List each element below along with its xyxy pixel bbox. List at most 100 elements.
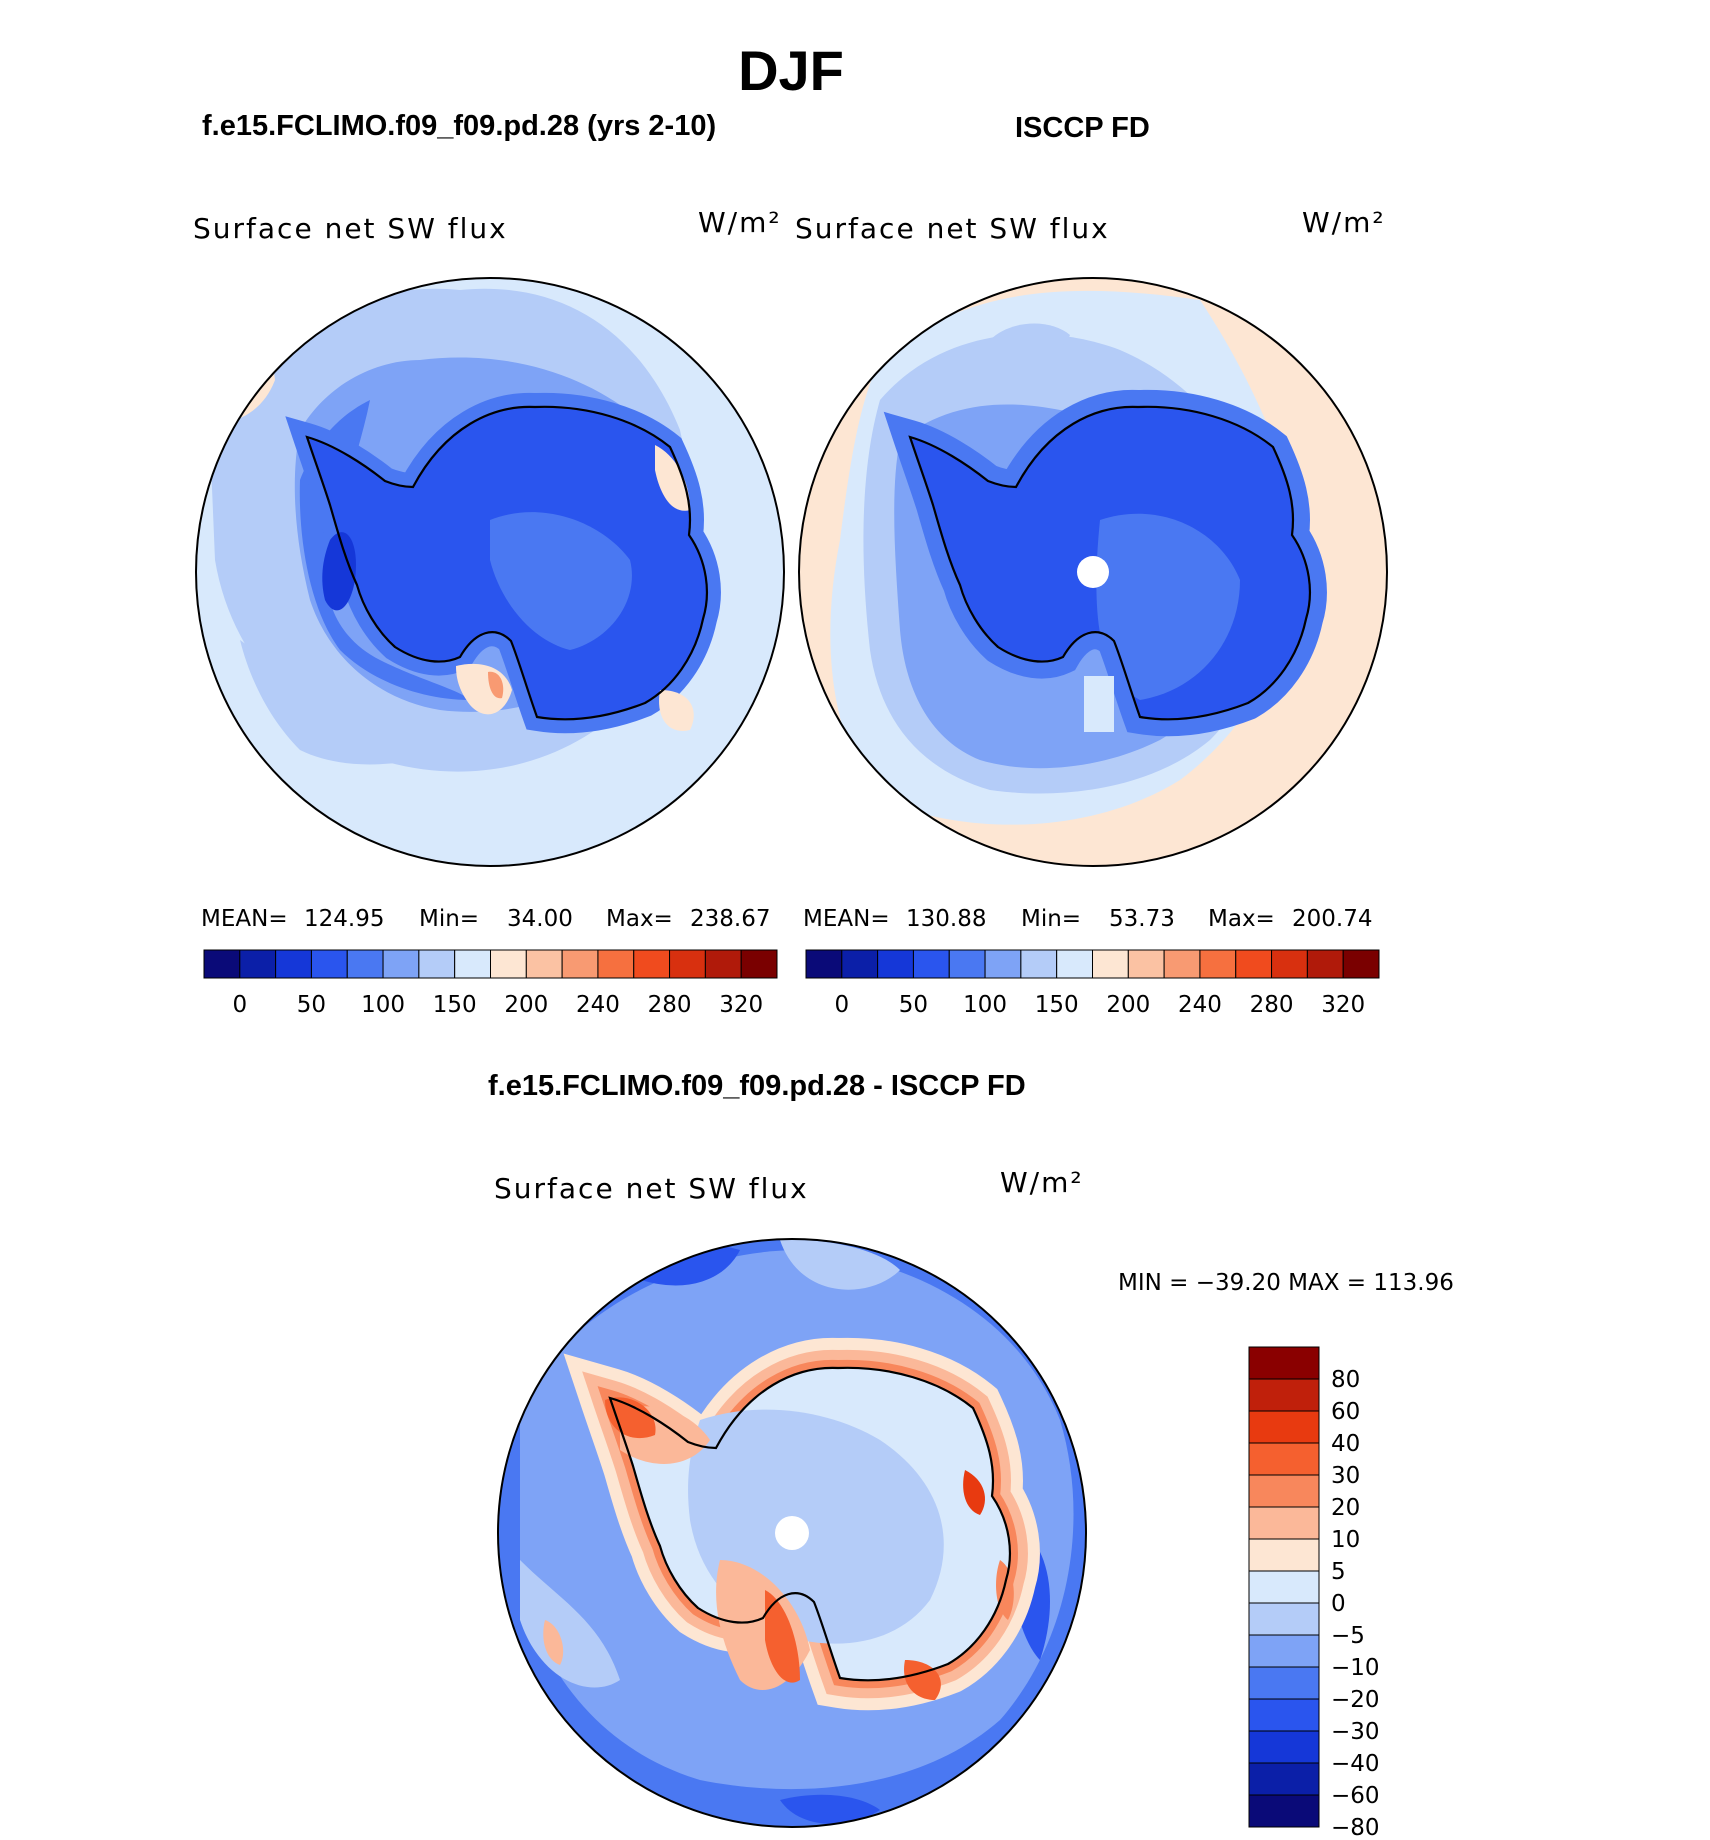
cb3-swatch-5 (1248, 1506, 1320, 1540)
cb3-tick-label: −20 (1331, 1687, 1380, 1713)
panel2-mean-label: MEAN= (803, 906, 890, 932)
cb2-tick-label: 240 (1178, 992, 1222, 1018)
cb3-swatch-14 (1248, 1794, 1320, 1828)
cb3-tick-label: 60 (1331, 1399, 1360, 1425)
cb2-swatch-7 (1056, 949, 1093, 979)
cb3-swatch-11 (1248, 1698, 1320, 1732)
panel1-heading: f.e15.FCLIMO.f09_f09.pd.28 (yrs 2-10) (202, 110, 717, 142)
cb2-swatch-12 (1235, 949, 1273, 979)
cb3-tick-label: −80 (1331, 1815, 1380, 1840)
panel1-max-label: Max= (606, 906, 673, 932)
cb1-swatch-0 (203, 949, 241, 979)
diff-heading: f.e15.FCLIMO.f09_f09.pd.28 - ISCCP FD (488, 1070, 1026, 1102)
diff-minmax: MIN = −39.20 MAX = 113.96 (1118, 1270, 1454, 1296)
diff-units: W/m² (1000, 1166, 1084, 1199)
cb1-tick-label: 200 (504, 992, 548, 1018)
cb3-swatch-0 (1248, 1346, 1320, 1380)
panel1-mean-label: MEAN= (201, 906, 288, 932)
cb3-tick-label: 40 (1331, 1431, 1360, 1457)
cb1-swatch-4 (346, 949, 384, 979)
cb3-swatch-13 (1248, 1762, 1320, 1796)
cb1-swatch-15 (740, 949, 778, 979)
cb2-tick-label: 200 (1106, 992, 1150, 1018)
cb2-swatch-9 (1127, 949, 1165, 979)
panel1-units: W/m² (698, 206, 782, 239)
cb2-swatch-6 (1020, 949, 1058, 979)
panel2-min-value: 53.73 (1109, 906, 1175, 932)
cb1-swatch-10 (561, 949, 599, 979)
panel2-units: W/m² (1302, 206, 1386, 239)
diff-variable: Surface net SW flux (494, 1172, 809, 1205)
panel1-colorbar: 0 50 100 150 200 240 280 320 (203, 949, 778, 1018)
diff-colorbar: 80 60 40 30 20 10 5 0 −5 −10 −20 −30 −40 −60 −80 (1248, 1346, 1380, 1840)
cb2-tick-label: 280 (1250, 992, 1294, 1018)
cb2-tick-label: 50 (899, 992, 928, 1018)
cb2-swatch-11 (1199, 949, 1237, 979)
cb3-swatch-8 (1248, 1602, 1320, 1636)
cb3-tick-label: 20 (1331, 1495, 1360, 1521)
cb1-swatch-12 (633, 949, 671, 979)
panel2-variable: Surface net SW flux (795, 212, 1110, 245)
cb1-tick-label: 320 (719, 992, 763, 1018)
cb1-swatch-5 (382, 949, 420, 979)
cb1-tick-label: 100 (361, 992, 405, 1018)
panel2-max-value: 200.74 (1292, 906, 1373, 932)
cb1-tick-label: 150 (433, 992, 477, 1018)
cb2-tick-label: 150 (1035, 992, 1079, 1018)
cb1-swatch-3 (310, 949, 348, 979)
panel1-max-value: 238.67 (690, 906, 771, 932)
cb2-tick-label: 320 (1321, 992, 1365, 1018)
cb2-swatch-13 (1271, 949, 1308, 979)
cb2-tick-label: 0 (834, 992, 849, 1018)
cb2-tick-label: 100 (963, 992, 1007, 1018)
cb2-swatch-4 (948, 949, 986, 979)
panel1-map-border (195, 277, 785, 867)
cb3-tick-label: −10 (1331, 1655, 1380, 1681)
cb2-swatch-10 (1163, 949, 1201, 979)
figure-title: DJF (738, 39, 844, 102)
cb2-swatch-5 (984, 949, 1022, 979)
cb1-swatch-7 (454, 949, 491, 979)
cb2-swatch-2 (877, 949, 914, 979)
cb3-tick-label: 5 (1331, 1559, 1346, 1585)
cb2-swatch-0 (805, 949, 843, 979)
panel2-mean-value: 130.88 (906, 906, 987, 932)
cb1-swatch-6 (418, 949, 456, 979)
cb1-swatch-13 (669, 949, 706, 979)
cb1-swatch-9 (525, 949, 563, 979)
cb3-swatch-3 (1248, 1442, 1320, 1476)
cb1-tick-label: 280 (648, 992, 692, 1018)
panel1-min-label: Min= (419, 906, 480, 932)
cb3-tick-label: −5 (1331, 1623, 1365, 1649)
cb2-swatch-1 (841, 949, 879, 979)
cb3-tick-label: −40 (1331, 1751, 1380, 1777)
diff-map-border (497, 1238, 1087, 1828)
cb2-swatch-15 (1342, 949, 1380, 979)
cb1-swatch-11 (597, 949, 635, 979)
cb3-swatch-7 (1248, 1570, 1320, 1604)
cb1-tick-label: 0 (232, 992, 247, 1018)
panel1-variable: Surface net SW flux (193, 212, 508, 245)
cb1-swatch-14 (704, 949, 742, 979)
cb2-swatch-14 (1306, 949, 1344, 979)
panel2-map (799, 278, 1387, 866)
cb3-tick-label: 10 (1331, 1527, 1360, 1553)
cb1-swatch-2 (275, 949, 312, 979)
cb1-tick-label: 50 (297, 992, 326, 1018)
diff-map (498, 1239, 1086, 1827)
cb3-tick-label: 0 (1331, 1591, 1346, 1617)
panel1-map (196, 278, 784, 866)
panel2-map-border (798, 277, 1388, 867)
cb3-swatch-1 (1248, 1378, 1320, 1412)
panel2-colorbar: 0 50 100 150 200 240 280 320 (805, 949, 1380, 1018)
cb2-swatch-8 (1092, 949, 1129, 979)
cb3-tick-label: 80 (1331, 1367, 1360, 1393)
panel1-min-value: 34.00 (507, 906, 573, 932)
panel1-mean-value: 124.95 (304, 906, 385, 932)
cb3-tick-label: 30 (1331, 1463, 1360, 1489)
cb3-swatch-6 (1248, 1538, 1320, 1572)
cb2-swatch-3 (912, 949, 950, 979)
panel2-min-label: Min= (1021, 906, 1082, 932)
panel2-max-label: Max= (1208, 906, 1275, 932)
